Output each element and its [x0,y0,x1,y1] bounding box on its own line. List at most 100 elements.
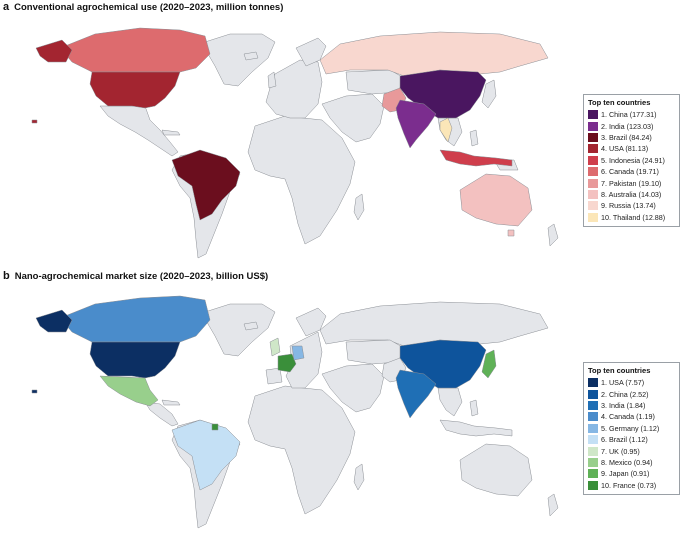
legend-swatch [588,189,598,199]
scandinavia [295,37,327,67]
legend-label: 1. USA (7.57) [601,378,645,388]
legend-swatch [588,423,598,433]
map-a [31,27,559,259]
greenland [204,303,276,357]
panel-a-title: a Conventional agrochemical use (2020–202… [3,1,283,13]
japan-shape [481,349,497,379]
indonesia-shape [439,149,513,167]
hawaii-shape [31,389,38,394]
iceland [243,321,259,331]
legend-swatch [588,480,598,490]
madagascar [353,463,365,491]
iberia [265,367,283,385]
tasmania-shape [507,229,515,237]
legend-swatch [588,144,598,154]
legend-label: 7. Pakistan (19.10) [601,178,662,188]
legend-swatch [588,201,598,211]
legend-label: 7. UK (0.95) [601,446,640,456]
legend-item: 1. USA (7.57) [588,377,675,388]
legend-label: 3. Brazil (84.24) [601,132,652,142]
russia [319,301,549,347]
legend-swatch [588,378,598,388]
legend-item: 2. India (123.03) [588,120,675,131]
legend-label: 6. Canada (19.71) [601,167,659,177]
japan [481,79,497,109]
australia [459,443,533,497]
legend-item: 2. China (2.52) [588,388,675,399]
india-shape [395,99,437,149]
india-shape [395,369,437,419]
legend-label: 3. India (1.84) [601,400,646,410]
legend-swatch [588,167,598,177]
indonesia [439,419,513,437]
panel-b-letter: b [3,270,10,282]
legend-item: 6. Canada (19.71) [588,166,675,177]
map-b [31,295,559,529]
legend-item: 9. Japan (0.91) [588,468,675,479]
legend-swatch [588,469,598,479]
legend-item: 10. Thailand (12.88) [588,212,675,223]
legend-label: 2. India (123.03) [601,121,654,131]
legend-swatch [588,389,598,399]
legend-label: 1. China (177.31) [601,110,657,120]
legend-swatch [588,435,598,445]
panel-a-letter: a [3,1,10,13]
legend-item: 4. Canada (1.19) [588,411,675,422]
legend-item: 8. Mexico (0.94) [588,457,675,468]
greenland [204,33,276,87]
russia-shape [319,31,549,77]
uk-shape [269,337,281,357]
legend-swatch [588,110,598,120]
mexico-shape [99,375,159,407]
legend-a: Top ten countries 1. China (177.31) 2. In… [583,94,680,227]
philippines [469,129,479,147]
legend-label: 8. Australia (14.03) [601,189,662,199]
french-guiana-shape [211,423,219,431]
legend-label: 10. Thailand (12.88) [601,212,666,222]
legend-item: 3. India (1.84) [588,400,675,411]
legend-label: 9. Japan (0.91) [601,469,650,479]
legend-swatch [588,178,598,188]
usa-shape [89,341,181,379]
brazil-shape [171,149,241,221]
middle-east [321,93,385,143]
legend-label: 9. Russia (13.74) [601,201,656,211]
brazil-shape [171,419,241,491]
legend-item: 8. Australia (14.03) [588,189,675,200]
legend-swatch [588,400,598,410]
panel-a-title-text: Conventional agrochemical use (2020–2023… [14,2,284,13]
hawaii-shape [31,119,38,124]
legend-label: 8. Mexico (0.94) [601,457,653,467]
france-shape [277,353,297,373]
legend-swatch [588,155,598,165]
scandinavia [295,307,327,337]
philippines [469,399,479,417]
central-america [144,401,179,427]
thailand-shape [439,117,453,143]
panel-b-title-text: Nano-agrochemical market size (2020–2023… [14,271,269,282]
iceland [243,51,259,61]
canada-shape [59,27,211,73]
legend-a-items: 1. China (177.31) 2. India (123.03) 3. Bra… [588,109,675,223]
legend-item: 3. Brazil (84.24) [588,132,675,143]
legend-b-items: 1. USA (7.57) 2. China (2.52) 3. India (1.… [588,377,675,491]
legend-label: 4. Canada (1.19) [601,412,655,422]
usa-shape [89,71,181,109]
new-zealand [547,223,559,247]
legend-swatch [588,132,598,142]
legend-swatch [588,446,598,456]
legend-label: 2. China (2.52) [601,389,649,399]
legend-item: 7. Pakistan (19.10) [588,177,675,188]
africa [247,115,356,245]
legend-label: 5. Germany (1.12) [601,423,660,433]
middle-east [321,363,385,413]
mexico-central-america [99,105,179,157]
legend-item: 10. France (0.73) [588,480,675,491]
panel-b-title: b Nano-agrochemical market size (2020–202… [3,270,268,282]
caribbean [161,399,181,406]
canada-shape [59,295,211,343]
caribbean [161,129,181,136]
africa [247,385,356,515]
legend-a-title: Top ten countries [588,98,651,107]
legend-label: 6. Brazil (1.12) [601,435,648,445]
